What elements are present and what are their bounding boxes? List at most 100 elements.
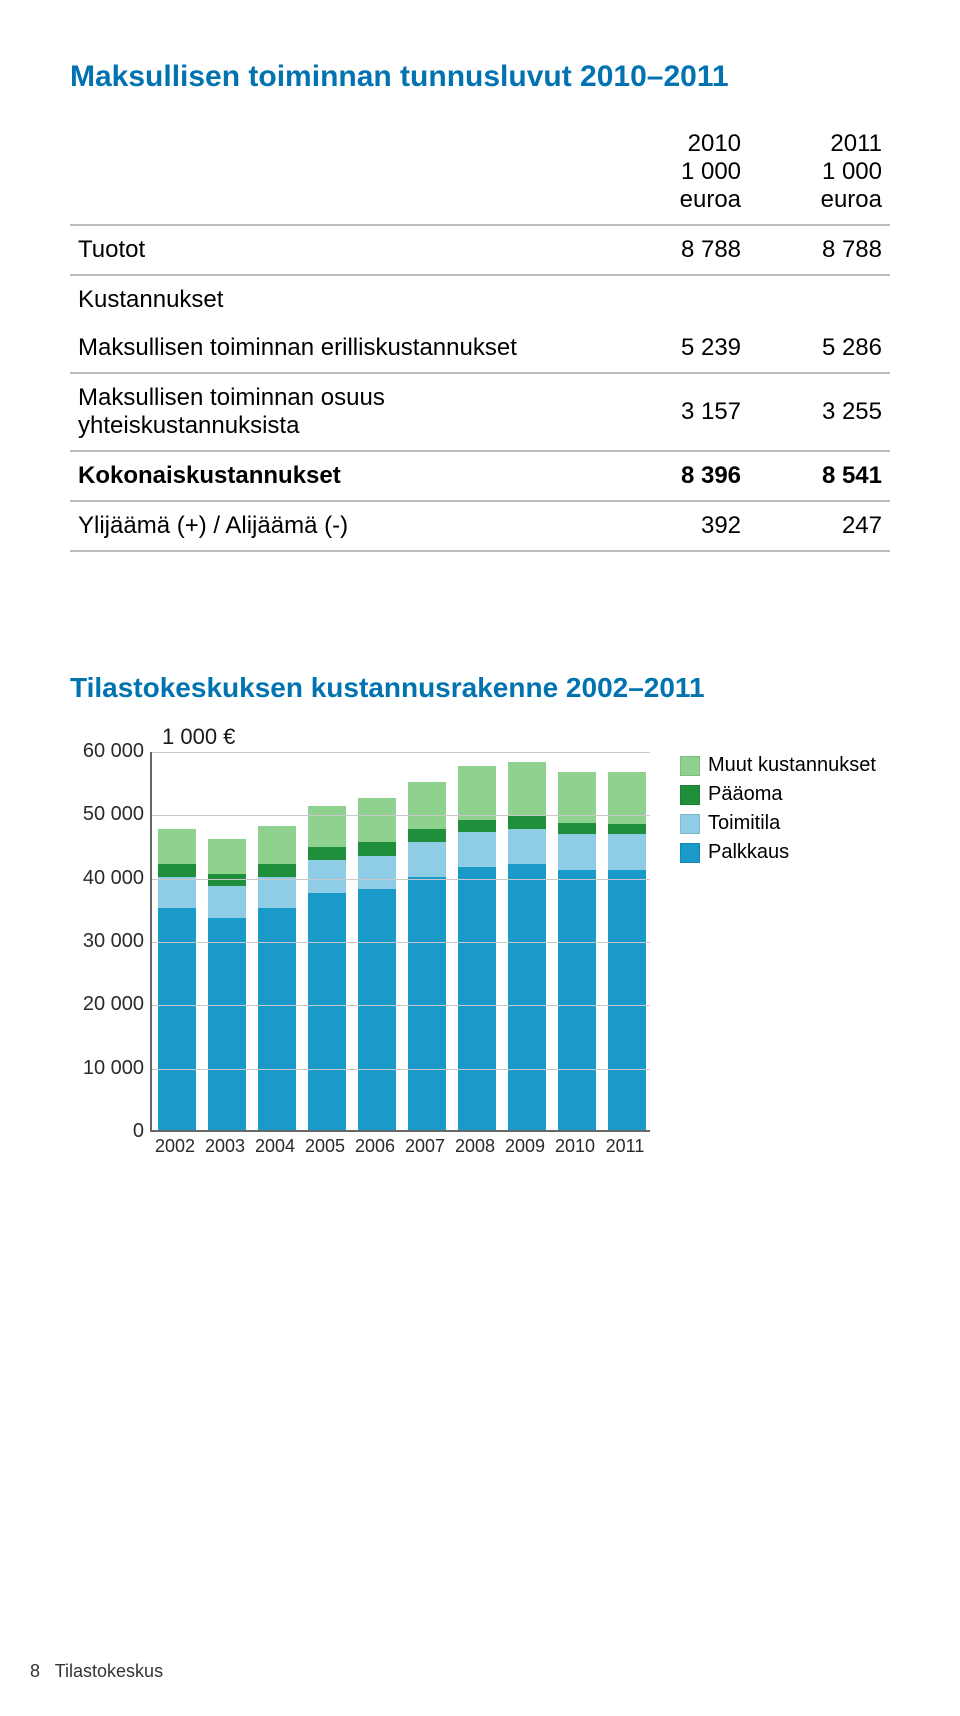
chart-bars <box>152 752 650 1130</box>
bar-segment <box>358 889 396 1130</box>
col1-unit: 1 000 euroa <box>616 158 741 214</box>
bar-segment <box>308 893 346 1131</box>
legend-swatch <box>680 843 700 863</box>
bar-segment <box>258 826 296 864</box>
gridline <box>152 879 650 880</box>
x-tick-label: 2002 <box>150 1136 200 1157</box>
legend-item: Palkkaus <box>680 841 876 864</box>
row-label: Ylijäämä (+) / Alijäämä (-) <box>70 501 608 551</box>
gridline <box>152 1005 650 1006</box>
chart-area: 1 000 € 010 00020 00030 00040 00050 0006… <box>70 728 670 1188</box>
table-row: Maksullisen toiminnan osuus yhteiskustan… <box>70 373 890 451</box>
bar-segment <box>158 877 196 909</box>
row-value-2011: 8 541 <box>749 451 890 501</box>
row-value-2010: 5 239 <box>608 324 749 373</box>
x-tick-label: 2005 <box>300 1136 350 1157</box>
y-tick-label: 20 000 <box>74 993 144 1016</box>
bar-segment <box>208 839 246 874</box>
y-tick-label: 10 000 <box>74 1057 144 1080</box>
bar-segment <box>608 824 646 834</box>
row-value-2011: 5 286 <box>749 324 890 373</box>
bar-segment <box>608 834 646 870</box>
bar-segment <box>208 874 246 887</box>
bar-segment <box>458 867 496 1130</box>
x-tick-label: 2006 <box>350 1136 400 1157</box>
legend-label: Toimitila <box>708 812 780 835</box>
bar-segment <box>158 829 196 864</box>
bar-segment <box>408 842 446 876</box>
legend-swatch <box>680 785 700 805</box>
footer-label: Tilastokeskus <box>55 1661 163 1681</box>
table-row: Kustannukset <box>70 275 890 324</box>
row-label: Kokonaiskustannukset <box>70 451 608 501</box>
legend-swatch <box>680 756 700 776</box>
row-label: Maksullisen toiminnan osuus yhteiskustan… <box>70 373 608 451</box>
table-row: Kokonaiskustannukset8 3968 541 <box>70 451 890 501</box>
legend-item: Muut kustannukset <box>680 754 876 777</box>
x-tick-label: 2010 <box>550 1136 600 1157</box>
data-table: 2010 1 000 euroa 2011 1 000 euroa Tuotot… <box>70 120 890 552</box>
legend-swatch <box>680 814 700 834</box>
x-tick-label: 2008 <box>450 1136 500 1157</box>
table-row: Maksullisen toiminnan erilliskustannukse… <box>70 324 890 373</box>
bar-segment <box>408 782 446 830</box>
row-value-2011: 247 <box>749 501 890 551</box>
page: Maksullisen toiminnan tunnusluvut 2010–2… <box>0 0 960 1716</box>
bar-segment <box>358 842 396 855</box>
row-label: Kustannukset <box>70 275 608 324</box>
col2-year: 2011 <box>757 130 882 158</box>
row-value-2011 <box>749 275 890 324</box>
bar-segment <box>558 834 596 870</box>
legend-item: Toimitila <box>680 812 876 835</box>
row-label: Maksullisen toiminnan erilliskustannukse… <box>70 324 608 373</box>
bar-segment <box>508 829 546 864</box>
y-tick-label: 40 000 <box>74 867 144 890</box>
bar-segment <box>408 829 446 842</box>
bar-segment <box>358 798 396 842</box>
chart-ylabel: 1 000 € <box>162 724 235 750</box>
chart-plot: 010 00020 00030 00040 00050 00060 000 <box>150 752 650 1132</box>
gridline <box>152 815 650 816</box>
x-tick-label: 2009 <box>500 1136 550 1157</box>
x-tick-label: 2004 <box>250 1136 300 1157</box>
bar-segment <box>508 762 546 816</box>
x-tick-label: 2011 <box>600 1136 650 1157</box>
bar-segment <box>258 877 296 909</box>
gridline <box>152 942 650 943</box>
table-row: Ylijäämä (+) / Alijäämä (-)392247 <box>70 501 890 551</box>
legend-item: Pääoma <box>680 783 876 806</box>
bar-segment <box>158 864 196 877</box>
table-header-row: 2010 1 000 euroa 2011 1 000 euroa <box>70 120 890 225</box>
bar-segment <box>408 877 446 1130</box>
y-tick-label: 50 000 <box>74 803 144 826</box>
table-row: Tuotot8 7888 788 <box>70 225 890 275</box>
bar-segment <box>258 864 296 877</box>
x-tick-label: 2007 <box>400 1136 450 1157</box>
bar-segment <box>208 886 246 918</box>
col2-unit: 1 000 euroa <box>757 158 882 214</box>
bar-segment <box>308 806 346 847</box>
bar-segment <box>308 860 346 893</box>
bar-segment <box>608 870 646 1130</box>
row-value-2010: 392 <box>608 501 749 551</box>
x-tick-label: 2003 <box>200 1136 250 1157</box>
legend-label: Muut kustannukset <box>708 754 876 777</box>
chart-legend: Muut kustannukset Pääoma Toimitila Palkkaus <box>680 754 876 870</box>
row-value-2010: 8 788 <box>608 225 749 275</box>
y-tick-label: 60 000 <box>74 740 144 763</box>
row-value-2010: 8 396 <box>608 451 749 501</box>
bar-segment <box>508 816 546 829</box>
row-label: Tuotot <box>70 225 608 275</box>
col1-year: 2010 <box>616 130 741 158</box>
legend-label: Palkkaus <box>708 841 789 864</box>
legend-label: Pääoma <box>708 783 783 806</box>
page-footer: 8 Tilastokeskus <box>30 1661 163 1682</box>
bar-segment <box>458 820 496 833</box>
bar-segment <box>458 832 496 867</box>
chart-title: Tilastokeskuksen kustannusrakenne 2002–2… <box>70 672 890 704</box>
row-value-2011: 3 255 <box>749 373 890 451</box>
bar-segment <box>308 847 346 860</box>
gridline <box>152 752 650 753</box>
bar-segment <box>558 823 596 834</box>
bar-segment <box>358 856 396 890</box>
